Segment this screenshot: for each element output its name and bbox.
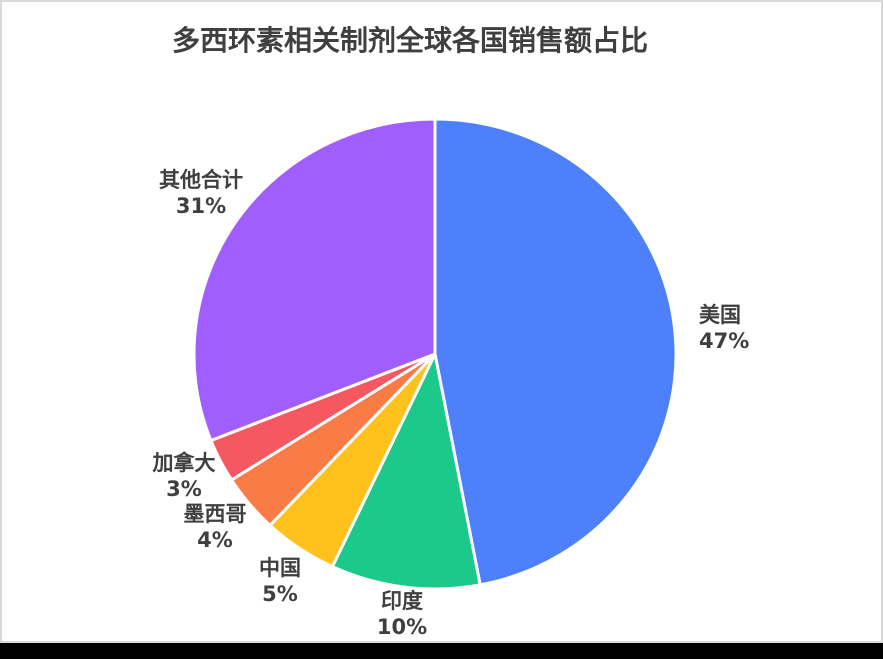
slice-label-0: 美国 47%	[699, 302, 749, 354]
slice-label-percent: 47%	[699, 329, 750, 353]
slice-label-percent: 3%	[166, 477, 202, 501]
slice-label-name: 中国	[259, 556, 301, 580]
slice-label-3: 墨西哥 4%	[184, 501, 247, 553]
slice-label-name: 其他合计	[159, 168, 243, 192]
slice-label-name: 加拿大	[152, 451, 216, 475]
slice-label-percent: 5%	[262, 582, 298, 606]
slice-label-4: 加拿大 3%	[153, 450, 216, 502]
slice-label-percent: 31%	[175, 194, 227, 218]
pie-slice-5	[192, 117, 437, 443]
slice-label-percent: 4%	[197, 528, 233, 552]
pie-slices-group	[192, 117, 678, 591]
pie-slice-1	[330, 352, 482, 591]
slice-label-5: 其他合计 31%	[159, 167, 243, 219]
slice-label-name: 印度	[380, 589, 423, 613]
slice-label-1: 印度 10%	[377, 588, 427, 640]
chart-card: 多西环素相关制剂全球各国销售额占比 美国 47% 印度 10% 中国 5% 墨西哥 4% 加拿大…	[0, 0, 883, 643]
slice-label-name: 美国	[699, 303, 741, 327]
pie-slice-0	[433, 117, 678, 587]
slice-label-name: 墨西哥	[183, 502, 247, 526]
chart-title: 多西环素相关制剂全球各国销售额占比	[171, 24, 649, 57]
slice-label-2: 中国 5%	[259, 555, 301, 607]
slice-label-percent: 10%	[376, 615, 428, 639]
bottom-black-bar	[0, 643, 883, 659]
